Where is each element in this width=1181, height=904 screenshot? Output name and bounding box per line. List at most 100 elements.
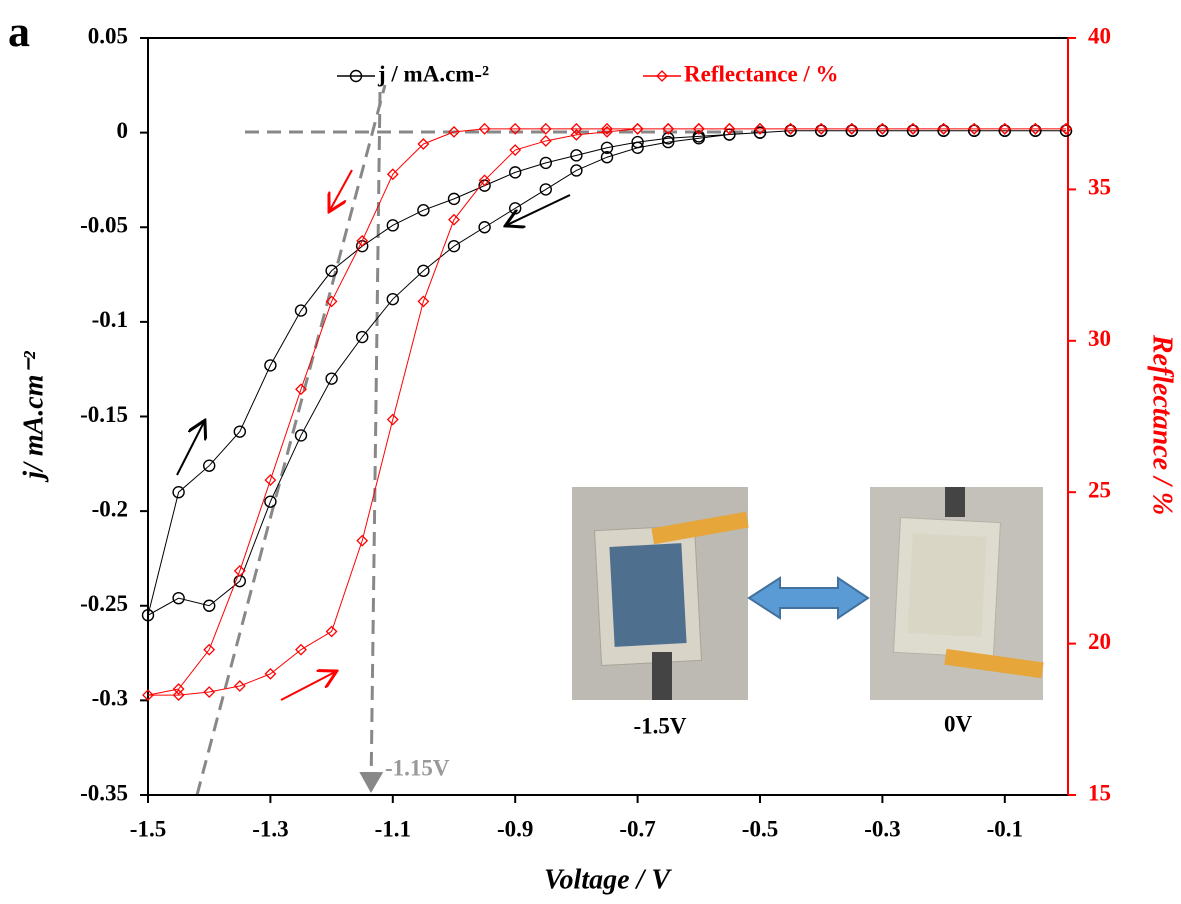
data-point [203,643,216,656]
y2-tick-label: 40 [1088,23,1111,48]
scan-arrow [176,422,204,476]
data-point [815,122,828,135]
data-point [1060,122,1072,135]
data-point [784,122,797,135]
data-point [295,643,307,656]
data-point [295,383,307,396]
data-point [233,680,246,692]
legend-marker [656,70,668,82]
y-tick-label: -0.3 [92,686,128,711]
series-line [147,130,1066,617]
data-point [876,124,889,137]
data-point [172,591,185,605]
data-point [906,124,920,137]
y-tick-label: -0.15 [80,402,128,427]
legend-label: Reflectance / % [684,61,839,86]
x-tick-label: -1.3 [252,816,288,841]
y-tick-label: -0.1 [92,307,128,332]
onset-arrow [359,91,384,793]
data-point [202,459,216,472]
scan-arrow [280,672,335,701]
data-point [142,689,154,701]
data-point [172,689,185,701]
data-point [417,204,430,217]
series-line [147,128,1066,696]
data-point [233,425,247,438]
tangent-guide [195,84,387,796]
data-point [631,141,644,154]
data-point [539,122,552,135]
electrode [945,487,965,517]
data-point [264,474,277,487]
data-point [478,174,491,187]
data-point [968,122,981,135]
data-point [692,122,705,135]
series [141,124,1073,622]
inset-photos: -1.5V 0V [572,487,1044,738]
data-point [386,292,399,306]
data-point [509,122,522,135]
data-point [998,124,1011,137]
data-point [172,683,185,695]
y-tick-label: 0 [117,118,129,143]
data-point [509,144,522,156]
y-tick-label: -0.25 [80,591,128,616]
data-point [447,192,461,206]
data-point [325,372,338,385]
y2-tick-label: 30 [1088,326,1111,351]
scan-arrows [176,169,571,701]
data-point [386,168,399,181]
x-tick-label: -0.1 [987,816,1023,841]
data-point [1059,124,1073,137]
legend-marker [349,69,363,83]
y2-tick-label: 20 [1088,629,1111,654]
scan-arrow [507,194,571,225]
data-point [600,141,614,154]
data-point [264,359,277,372]
data-point [815,124,828,137]
onset-label: -1.15V [385,755,450,780]
legend-label: j / mA.cm-² [377,61,489,86]
y-tick-label: -0.35 [80,780,128,805]
data-point [417,295,430,308]
data-point [1029,124,1042,137]
data-point [325,264,338,277]
data-point [233,565,246,577]
data-point [141,609,155,622]
x-tick-label: -1.5 [130,816,166,841]
data-point [1029,122,1042,135]
data-point [202,599,216,612]
y-tick-label: -0.05 [80,213,128,238]
x-tick-label: -0.5 [742,816,778,841]
data-point [172,486,185,499]
data-point [447,239,461,253]
data-point [692,130,705,143]
data-point [478,221,491,234]
data-point [998,122,1011,135]
data-point [968,124,981,137]
data-point [294,304,308,317]
data-point [386,413,399,426]
photo-label: -1.5V [633,713,686,738]
data-point [264,667,277,680]
y-tick-label: -0.2 [92,496,128,521]
data-point [600,151,614,164]
data-point [723,122,736,135]
data-point [631,122,644,135]
photo-label: 0V [944,711,973,736]
series [142,122,1072,701]
data-point [325,295,338,308]
data-point [784,124,797,137]
data-point [662,135,675,149]
data-point [753,126,767,139]
data-point [356,330,369,344]
data-point [570,149,583,162]
data-point [570,164,583,177]
device-film [609,543,687,647]
x-tick-label: -0.9 [497,816,533,841]
data-point [876,122,889,135]
data-point [907,122,919,135]
y2-axis-label: Reflectance / % [1147,334,1178,515]
guides [195,84,770,796]
data-point [448,213,460,226]
